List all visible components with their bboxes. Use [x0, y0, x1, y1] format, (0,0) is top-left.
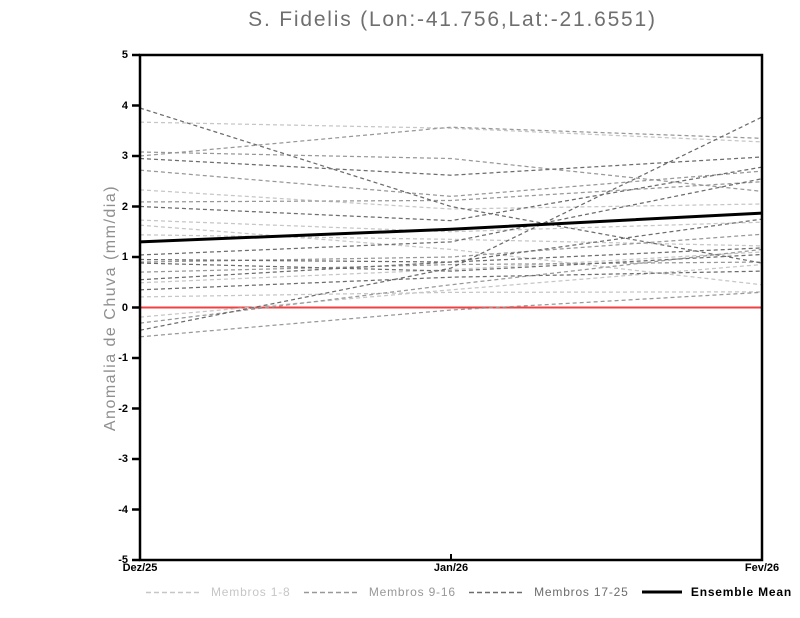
solid-line-sample: [641, 590, 682, 594]
member-line: [139, 126, 763, 157]
legend-label: Membros 17-25: [534, 585, 629, 599]
member-line: [139, 251, 763, 284]
chart-title: S. Fidelis (Lon:-41.756,Lat:-21.6551): [248, 8, 657, 31]
dashed-line-sample: [146, 591, 202, 593]
dashed-line-sample: [303, 591, 360, 593]
y-tick-label: 3: [121, 150, 128, 162]
member-line: [139, 121, 763, 143]
member-line: [139, 169, 763, 198]
member-line: [139, 219, 763, 233]
member-line: [139, 189, 763, 210]
y-tick-label: -5: [118, 554, 128, 566]
member-line: [139, 107, 763, 264]
y-tick-label: 4: [121, 99, 128, 112]
x-tick-label: Fev/26: [744, 562, 780, 574]
legend-item-membros-9-16: Membros 9-16: [303, 585, 456, 599]
member-line: [139, 291, 763, 338]
member-line: [139, 270, 763, 291]
member-line: [139, 234, 763, 247]
y-tick-label: -1: [118, 352, 128, 364]
member-line: [139, 116, 763, 331]
member-line: [139, 261, 763, 273]
legend-label: Ensemble Mean: [690, 585, 792, 599]
ensemble-mean-line: [139, 211, 763, 244]
dashed-line-sample: [469, 591, 526, 593]
member-line: [139, 233, 763, 263]
x-tick-label: Jan/26: [433, 562, 469, 574]
member-line: [139, 224, 763, 286]
y-tick-label: -4: [118, 503, 128, 516]
member-line: [139, 156, 763, 176]
y-tick-label: 5: [121, 49, 128, 61]
member-line: [139, 263, 763, 318]
legend: Membros 1-8 Membros 9-16 Membros 17-25 E…: [146, 585, 792, 599]
member-line: [139, 178, 763, 256]
member-line: [139, 166, 763, 222]
y-tick-label: 0: [121, 301, 128, 314]
member-line: [139, 218, 763, 281]
legend-item-ensemble-mean: Ensemble Mean: [641, 585, 792, 599]
member-line: [139, 253, 763, 272]
member-line: [139, 181, 763, 203]
y-tick-label: -3: [118, 453, 128, 465]
plot-area: [132, 53, 764, 562]
legend-label: Membros 9-16: [368, 585, 456, 599]
member-line: [139, 291, 763, 298]
legend-item-membros-17-25: Membros 17-25: [469, 585, 628, 599]
member-line: [139, 151, 763, 192]
x-tick-label: Dez/25: [122, 562, 158, 574]
legend-label: Membros 1-8: [211, 585, 291, 599]
y-tick-label: 1: [121, 251, 128, 263]
legend-item-membros-1-8: Membros 1-8: [146, 585, 291, 599]
y-tick-label: -2: [118, 402, 128, 415]
y-tick-label: 2: [121, 200, 128, 213]
